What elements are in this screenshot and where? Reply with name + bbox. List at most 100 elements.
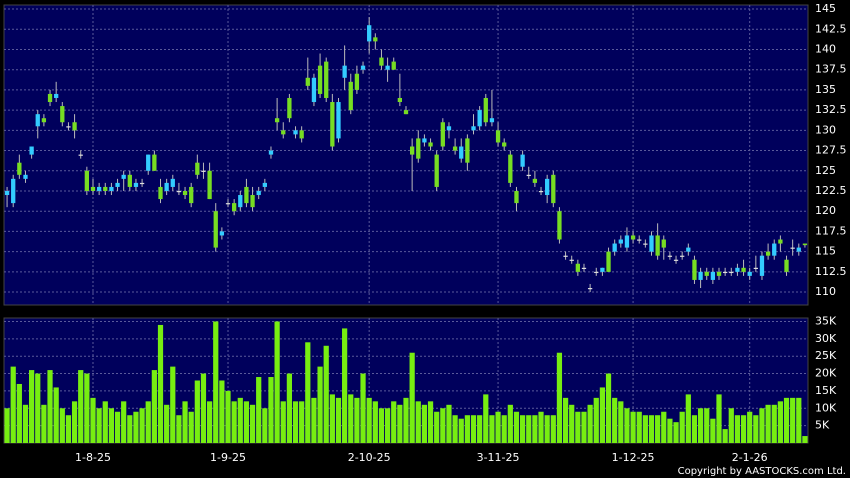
candle-body (655, 235, 660, 256)
volume-bar (470, 415, 477, 443)
volume-bar (219, 380, 225, 443)
y-tick-label: 127.5 (815, 144, 847, 157)
candle-body (452, 146, 458, 151)
volume-bar (114, 411, 121, 443)
candle-body (360, 65, 366, 70)
candle-body (78, 154, 83, 156)
candle-body (526, 174, 531, 177)
volume-bar (636, 411, 642, 443)
candle-body (330, 102, 335, 147)
candle-body (299, 130, 304, 139)
candle-body (391, 61, 396, 70)
volume-bar (213, 321, 219, 443)
volume-bar (78, 370, 84, 443)
y-tick-label: 142.5 (815, 22, 847, 35)
candle-body (465, 138, 470, 163)
candle-body (127, 174, 132, 187)
volume-bar (59, 408, 65, 443)
volume-bar (249, 404, 256, 443)
volume-bar (648, 415, 655, 443)
price-plot (3, 4, 809, 306)
candle-body (440, 122, 445, 147)
candle-body (201, 170, 206, 172)
volume-bar (728, 408, 734, 443)
candle-body (680, 255, 685, 257)
candle-body (587, 288, 593, 290)
volume-bar (47, 370, 53, 443)
volume-bar (716, 394, 722, 443)
volume-bar (41, 404, 47, 443)
candle-body (115, 182, 120, 187)
candle-body (618, 239, 623, 244)
volume-bar (679, 411, 685, 443)
volume-bar (170, 366, 176, 443)
volume-bar (495, 411, 501, 443)
candle-body (238, 195, 243, 208)
candle-body (268, 150, 274, 155)
candle-body (164, 182, 169, 191)
candle-body (152, 154, 157, 171)
candle-body (195, 162, 200, 175)
volume-bar (790, 397, 796, 443)
volume-bar (360, 373, 366, 443)
candle-body (41, 118, 47, 123)
candle-body (182, 190, 188, 196)
volume-bar (562, 397, 569, 443)
candle-body (121, 174, 126, 179)
x-tick-label: 1-9-25 (210, 451, 246, 464)
volume-bar (354, 397, 360, 443)
candle-body (4, 190, 10, 196)
y-tick-label: 25K (815, 349, 837, 362)
candle-body (428, 142, 433, 147)
candle-body (213, 211, 218, 248)
x-tick-label: 2-10-25 (348, 451, 391, 464)
candle-body (637, 239, 642, 241)
candle-body (673, 259, 679, 261)
volume-bar (348, 394, 354, 443)
volume-bar (206, 401, 213, 443)
volume-bar (458, 418, 464, 443)
volume-bar (323, 345, 329, 443)
candle-body (729, 271, 734, 274)
candle-body (434, 154, 439, 187)
candle-body (716, 271, 722, 276)
candle-body (765, 251, 771, 256)
candle-body (722, 271, 728, 274)
candle-body (139, 182, 145, 185)
candle-body (207, 170, 212, 200)
candle-body (594, 271, 599, 274)
candle-body (551, 174, 556, 204)
volume-bar (704, 408, 710, 443)
candle-body (66, 126, 71, 128)
volume-bar (673, 422, 679, 443)
volume-bar (520, 415, 526, 443)
volume-bar (599, 387, 606, 443)
volume-bar (29, 370, 35, 443)
candle-body (532, 178, 538, 183)
candle-body (416, 138, 421, 159)
volume-bar (734, 415, 741, 443)
y-tick-label: 30K (815, 332, 837, 345)
volume-bar (397, 404, 403, 443)
volume-bar (753, 415, 759, 443)
candle-body (29, 146, 34, 155)
volume-bar (513, 411, 520, 443)
volume-bar (256, 377, 262, 443)
volume-bar (618, 401, 624, 443)
candle-body (422, 138, 427, 143)
volume-bar (771, 404, 777, 443)
candle-body (170, 178, 175, 187)
volume-bar (526, 415, 532, 443)
volume-bar (538, 411, 544, 443)
x-tick-label: 1-8-25 (75, 451, 111, 464)
candle-body (60, 106, 65, 123)
volume-bar (691, 415, 698, 443)
volume-bar (65, 415, 72, 443)
candle-body (342, 65, 347, 78)
volume-bar (624, 408, 630, 443)
volume-bar (329, 394, 335, 443)
candle-body (802, 243, 808, 246)
candle-body (54, 93, 59, 98)
candle-body (354, 73, 360, 90)
